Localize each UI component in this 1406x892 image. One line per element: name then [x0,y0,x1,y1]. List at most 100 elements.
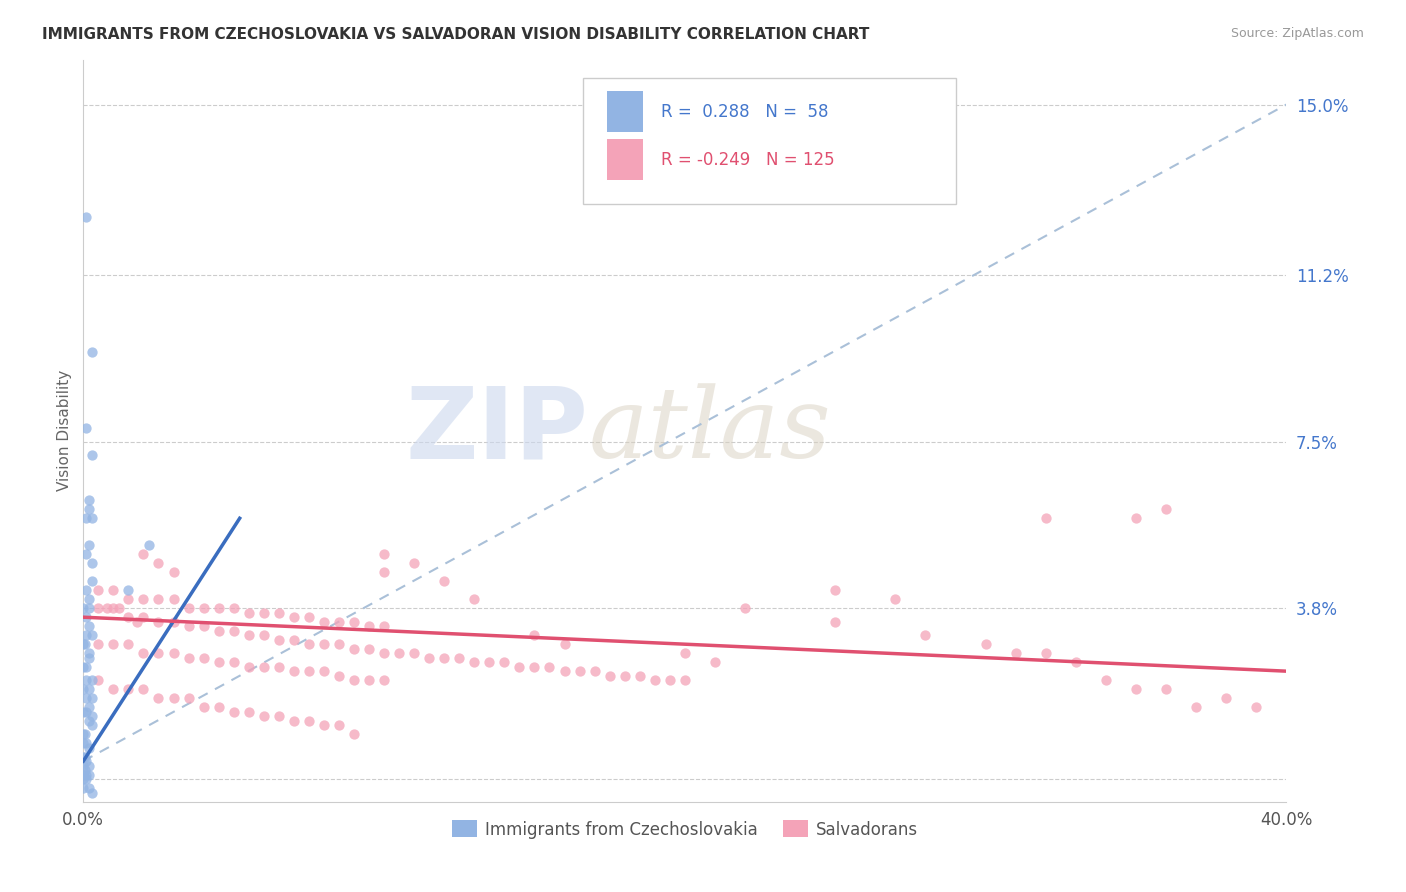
Point [82,709,104,723]
Point [177,691,200,706]
Point [117,583,139,598]
Point [494,655,516,669]
Point [568,664,591,678]
Point [404,646,426,660]
Point [1215,691,1237,706]
Point [1154,682,1177,697]
Point [75,673,97,688]
Point [75,659,97,673]
Point [79,592,101,607]
Point [87,601,110,615]
Point [82,786,104,800]
Point [148,691,170,706]
Point [433,574,456,589]
Point [267,606,290,620]
Point [75,547,97,561]
Point [75,691,97,706]
Point [283,714,305,728]
Point [238,628,260,642]
Point [208,655,231,669]
Point [824,583,846,598]
Point [1154,502,1177,516]
Point [449,650,471,665]
Point [72,781,94,796]
Point [208,601,231,615]
Point [673,646,696,660]
Point [508,659,530,673]
Point [79,601,101,615]
Point [177,650,200,665]
Point [253,628,276,642]
Point [79,493,101,508]
Point [253,659,276,673]
Point [162,646,184,660]
Point [82,718,104,732]
Point [82,673,104,688]
Point [79,767,101,781]
Point [72,758,94,772]
Point [328,668,350,682]
Point [108,601,131,615]
Point [523,628,546,642]
Point [117,637,139,651]
Point [1035,646,1057,660]
Point [132,547,155,561]
Point [79,700,101,714]
Point [644,673,666,688]
Point [238,606,260,620]
Point [222,624,245,638]
Point [79,646,101,660]
Point [478,655,501,669]
Point [373,646,395,660]
Point [75,421,97,435]
Point [193,650,215,665]
Point [343,673,366,688]
Text: ZIP: ZIP [406,382,589,479]
Point [357,641,380,656]
Point [583,664,606,678]
Point [96,601,118,615]
Point [222,705,245,719]
Point [298,664,321,678]
Point [343,727,366,741]
Point [613,668,636,682]
Point [628,668,651,682]
Point [103,601,125,615]
Point [1095,673,1118,688]
Point [103,637,125,651]
Point [1004,646,1026,660]
Point [343,615,366,629]
Point [138,538,160,552]
Point [312,637,335,651]
Text: IMMIGRANTS FROM CZECHOSLOVAKIA VS SALVADORAN VISION DISABILITY CORRELATION CHART: IMMIGRANTS FROM CZECHOSLOVAKIA VS SALVAD… [42,27,869,42]
Point [673,673,696,688]
Point [72,749,94,764]
Point [328,718,350,732]
Point [357,673,380,688]
Point [267,709,290,723]
Point [75,210,97,224]
Point [463,592,485,607]
Point [82,556,104,570]
Point [343,641,366,656]
Text: R = -0.249   N = 125: R = -0.249 N = 125 [661,151,834,169]
Point [554,637,576,651]
Point [373,566,395,580]
Point [312,718,335,732]
Point [283,610,305,624]
Point [72,659,94,673]
Point [222,601,245,615]
Point [75,628,97,642]
Point [148,615,170,629]
Bar [606,91,643,132]
Point [117,592,139,607]
Point [87,673,110,688]
Point [72,705,94,719]
Point [79,758,101,772]
Point [298,637,321,651]
Point [1185,700,1208,714]
Point [1246,700,1268,714]
Point [82,448,104,462]
Point [298,714,321,728]
Point [72,767,94,781]
